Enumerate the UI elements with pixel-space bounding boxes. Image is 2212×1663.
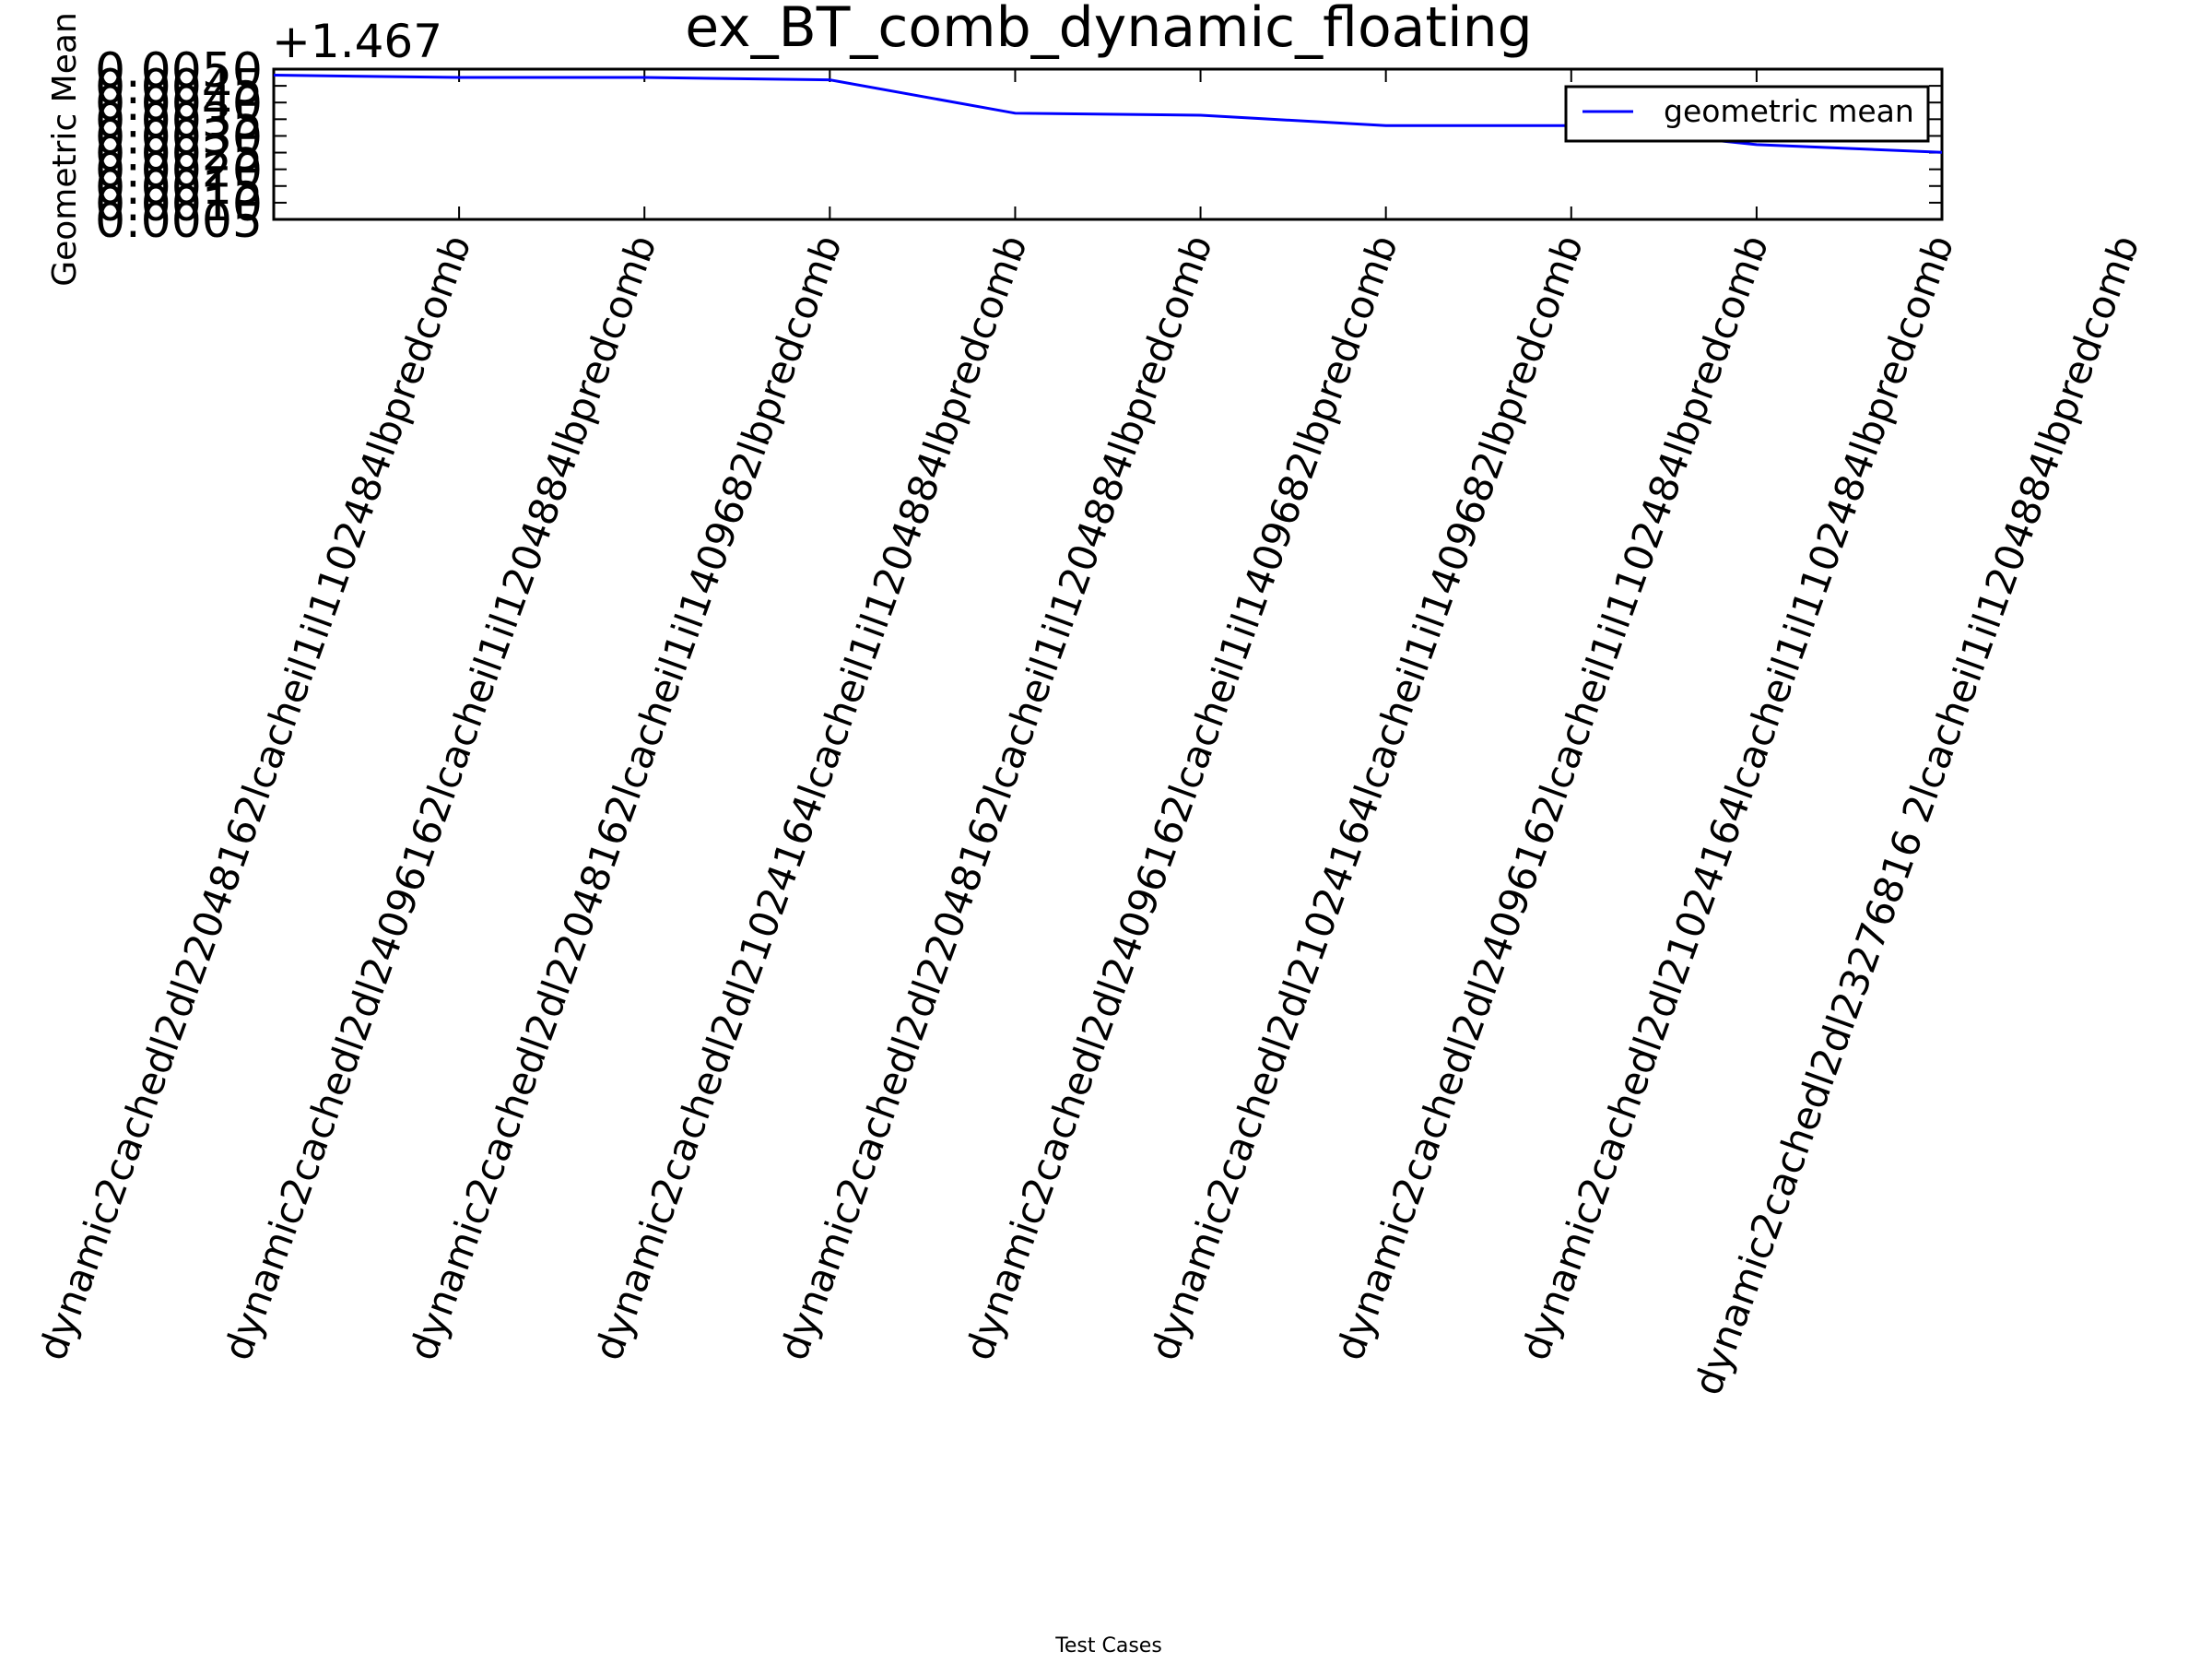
y-tick-label: 0.0035 (95, 93, 263, 148)
plot-frame (272, 67, 1944, 221)
y-tick-label: 0.0025 (95, 127, 263, 183)
y-axis-label: Geometric Mean (46, 12, 84, 287)
y-tick-label: 0.0015 (95, 160, 263, 216)
y-axis-tick-labels: 0.00050.00100.00150.00200.00250.00300.00… (95, 43, 263, 249)
y-tick-label: 0.0040 (95, 77, 263, 132)
y-tick-label: 0.0020 (95, 144, 263, 199)
legend: geometric mean (1564, 85, 1930, 143)
y-tick-label: 0.0030 (95, 110, 263, 165)
y-tick-label: 0.0045 (95, 60, 263, 115)
legend-label-geometric-mean: geometric mean (1664, 93, 1914, 129)
chart-title: ex_BT_comb_dynamic_floating (685, 0, 1532, 60)
legend-box (1564, 85, 1930, 143)
x-axis-ticks (458, 69, 1943, 219)
y-tick-label: 0.0005 (95, 194, 263, 249)
plot-area (272, 67, 1944, 221)
y-axis-offset-label: +1.467 (272, 15, 442, 68)
y-tick-label: 0.0010 (95, 177, 263, 232)
x-axis-label: Test Cases (1054, 1634, 1162, 1657)
y-tick-label: 0.0050 (95, 43, 263, 99)
